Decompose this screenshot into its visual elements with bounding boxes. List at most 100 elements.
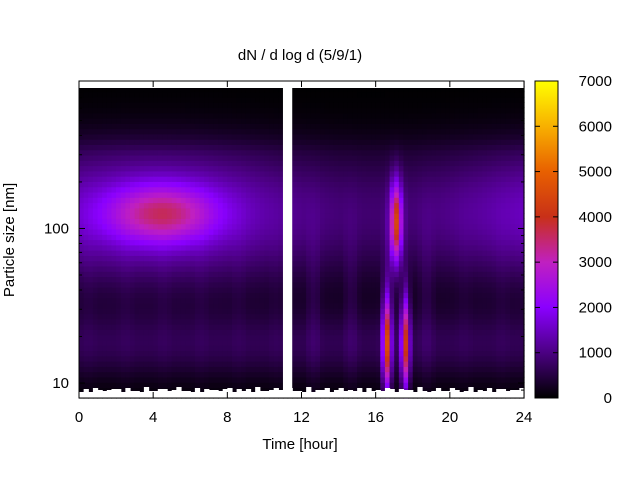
- heatmap-cell: [139, 197, 145, 204]
- heatmap-cell: [222, 213, 228, 219]
- heatmap-cell: [324, 371, 330, 378]
- heatmap-cell: [106, 186, 113, 193]
- heatmap-cell: [236, 250, 242, 256]
- heatmap-cell: [125, 250, 131, 256]
- heatmap-cell: [97, 139, 103, 145]
- heatmap-cell: [315, 366, 321, 373]
- heatmap-cell: [320, 213, 326, 219]
- heatmap-cell: [162, 329, 168, 336]
- heatmap-cell: [417, 133, 423, 140]
- heatmap-cell: [148, 112, 154, 119]
- heatmap-cell: [171, 313, 177, 320]
- heatmap-cell: [422, 255, 428, 262]
- heatmap-cell: [426, 160, 432, 167]
- heatmap-cell: [412, 329, 418, 336]
- heatmap-cell: [162, 366, 168, 373]
- heatmap-cell: [236, 265, 242, 272]
- heatmap-cell: [329, 181, 335, 188]
- heatmap-cell: [222, 139, 228, 145]
- heatmap-cell: [408, 313, 414, 320]
- heatmap-cell: [157, 250, 164, 256]
- heatmap-cell: [292, 339, 298, 346]
- heatmap-cell: [97, 181, 103, 188]
- heatmap-cell: [310, 186, 317, 193]
- heatmap-cell: [338, 355, 344, 362]
- heatmap-cell: [264, 287, 270, 293]
- heatmap-cell: [83, 223, 89, 230]
- heatmap-cell: [394, 139, 400, 145]
- heatmap-cell: [333, 255, 340, 262]
- heatmap-cell: [324, 165, 330, 172]
- heatmap-cell: [435, 170, 442, 177]
- heatmap-cell: [315, 96, 321, 103]
- heatmap-cell: [380, 86, 386, 93]
- heatmap-cell: [116, 350, 122, 357]
- heatmap-cell: [236, 276, 242, 283]
- heatmap-cell: [403, 308, 409, 315]
- heatmap-cell: [366, 218, 372, 225]
- heatmap-cell: [269, 91, 275, 98]
- heatmap-cell: [171, 276, 177, 283]
- heatmap-cell: [403, 329, 409, 336]
- heatmap-cell: [352, 260, 358, 267]
- heatmap-cell: [320, 250, 326, 256]
- heatmap-cell: [139, 107, 145, 114]
- heatmap-cell: [120, 287, 126, 293]
- heatmap-cell: [143, 350, 150, 357]
- heatmap-cell: [306, 139, 312, 145]
- heatmap-cell: [245, 144, 252, 151]
- heatmap-cell: [241, 276, 247, 283]
- heatmap-cell: [394, 218, 400, 225]
- heatmap-cell: [255, 345, 261, 352]
- heatmap-cell: [180, 144, 187, 151]
- heatmap-cell: [403, 313, 409, 320]
- heatmap-cell: [431, 170, 437, 177]
- heatmap-cell: [134, 102, 140, 109]
- heatmap-cell: [278, 228, 284, 235]
- heatmap-cell: [231, 297, 238, 304]
- heatmap-cell: [445, 287, 451, 293]
- heatmap-cell: [129, 355, 136, 362]
- heatmap-cell: [120, 350, 126, 357]
- heatmap-cell: [241, 176, 247, 182]
- heatmap-cell: [162, 255, 168, 262]
- heatmap-cell: [190, 355, 196, 362]
- heatmap-cell: [245, 324, 252, 330]
- heatmap-cell: [120, 302, 126, 309]
- heatmap-cell: [273, 170, 279, 177]
- heatmap-cell: [310, 271, 317, 278]
- heatmap-cell: [250, 112, 256, 119]
- heatmap-cell: [352, 244, 358, 251]
- heatmap-cell: [320, 197, 326, 204]
- heatmap-cell: [264, 313, 270, 320]
- heatmap-cell: [180, 265, 187, 272]
- heatmap-cell: [333, 376, 340, 383]
- heatmap-cell: [320, 287, 326, 293]
- heatmap-cell: [106, 170, 113, 177]
- heatmap-cell: [292, 244, 298, 251]
- heatmap-cell: [264, 107, 270, 114]
- heatmap-cell: [148, 176, 154, 182]
- heatmap-cell: [440, 202, 446, 209]
- heatmap-cell: [389, 382, 395, 389]
- heatmap-cell: [167, 133, 173, 140]
- heatmap-cell: [329, 228, 335, 235]
- heatmap-cell: [176, 154, 182, 161]
- heatmap-cell: [435, 366, 442, 373]
- heatmap-cell: [361, 260, 367, 267]
- heatmap-cell: [111, 382, 117, 389]
- heatmap-cell: [333, 313, 340, 320]
- heatmap-cell: [449, 276, 456, 283]
- heatmap-cell: [310, 176, 317, 182]
- heatmap-cell: [333, 102, 340, 109]
- heatmap-cell: [375, 160, 381, 167]
- heatmap-cell: [139, 361, 145, 367]
- heatmap-cell: [310, 324, 317, 330]
- heatmap-cell: [329, 297, 335, 304]
- heatmap-cell: [143, 339, 150, 346]
- heatmap-cell: [162, 250, 168, 256]
- heatmap-cell: [394, 308, 400, 315]
- heatmap-cell: [227, 350, 233, 357]
- heatmap-cell: [417, 287, 423, 293]
- heatmap-cell: [148, 186, 154, 193]
